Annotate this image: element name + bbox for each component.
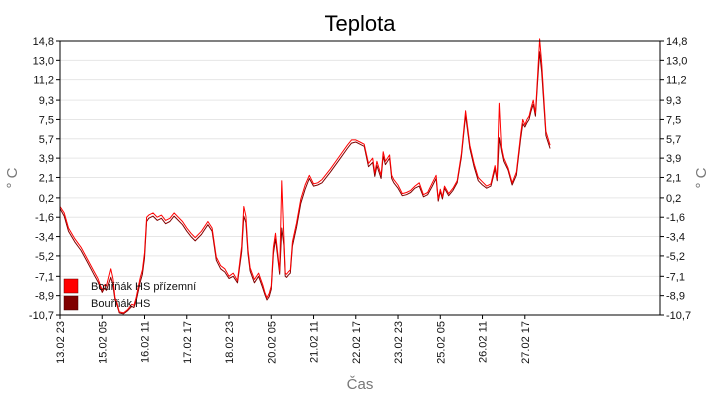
y-tick-label-left: -5,2 [35, 251, 54, 263]
y-tick-label-right: 11,2 [666, 75, 687, 87]
legend-swatch-series-2 [63, 295, 79, 311]
x-tick-label: 18.02 23 [224, 321, 236, 364]
y-tick-label-left: -7,1 [35, 271, 54, 283]
chart-title: Teplota [325, 11, 397, 36]
x-tick-label: 25.02 05 [435, 321, 447, 364]
x-tick-label: 15.02 05 [97, 321, 109, 364]
legend-swatch-series-1 [63, 278, 79, 294]
legend-label-series-1: Bouřňák HS přízemní [91, 281, 196, 293]
series-line-1 [59, 38, 551, 314]
y-tick-label-left: 5,7 [39, 134, 54, 146]
y-tick-label-right: 9,3 [666, 95, 681, 107]
series-lines [59, 38, 551, 315]
y-tick-label-right: 5,7 [666, 134, 681, 146]
x-tick-label: 26.02 11 [478, 321, 490, 363]
y-tick-label-left: 9,3 [39, 95, 54, 107]
y-axis-left-ticks: 14,8 13,0 11,2 9,3 7,5 5,7 3,9 2,1 0,2 -1,6 -3,4 -5… [29, 36, 60, 322]
x-axis-ticks: 13.02 23 15.02 05 16.02 11 17.02 17 18.02 23… [55, 315, 532, 364]
x-tick-label: 27.02 17 [520, 321, 532, 364]
y-tick-label-left: 13,0 [33, 55, 54, 67]
y-tick-label-right: -1,6 [666, 212, 685, 224]
x-tick-label: 23.02 23 [393, 321, 405, 364]
y-tick-label-right: 0,2 [666, 193, 681, 205]
y-axis-right-ticks: 14,8 13,0 11,2 9,3 7,5 5,7 3,9 2,1 0,2 -1,6 -3,4 -5… [660, 36, 691, 322]
y-tick-label-right: -3,4 [666, 232, 685, 244]
x-tick-label: 20.02 05 [266, 321, 278, 364]
y-tick-label-right: -7,1 [666, 271, 685, 283]
y-tick-label-right: 2,1 [666, 172, 681, 184]
legend: Bouřňák HS přízemní Bouřňák HS [63, 278, 196, 311]
y-tick-label-right: 7,5 [666, 114, 681, 126]
x-axis-title: Čas [347, 376, 374, 393]
y-tick-label-left: 11,2 [33, 75, 54, 87]
x-tick-label: 13.02 23 [55, 321, 67, 364]
y-tick-label-right: 14,8 [666, 36, 687, 48]
y-tick-label-left: 3,9 [39, 153, 54, 165]
y-tick-label-right: -5,2 [666, 251, 685, 263]
series-line-2 [59, 51, 551, 315]
y-tick-label-left: 2,1 [39, 172, 54, 184]
y-axis-title-left: ° C [4, 167, 21, 188]
legend-label-series-2: Bouřňák HS [91, 298, 150, 310]
x-tick-label: 16.02 11 [140, 321, 152, 363]
y-tick-label-left: -1,6 [35, 212, 54, 224]
y-tick-label-left: 7,5 [39, 114, 54, 126]
y-tick-label-right: -8,9 [666, 291, 685, 303]
x-tick-label: 17.02 17 [182, 321, 194, 364]
y-tick-label-left: -3,4 [35, 232, 54, 244]
y-tick-label-left: -10,7 [29, 310, 54, 322]
x-tick-label: 21.02 11 [309, 321, 321, 363]
y-tick-label-left: 0,2 [39, 193, 54, 205]
y-tick-label-right: -10,7 [666, 310, 691, 322]
plot-frame [59, 40, 661, 316]
y-tick-label-right: 13,0 [666, 55, 687, 67]
y-tick-label-right: 3,9 [666, 153, 681, 165]
x-tick-label: 22.02 17 [351, 321, 363, 364]
y-axis-title-right: ° C [693, 167, 710, 188]
y-tick-label-left: -8,9 [35, 291, 54, 303]
y-tick-label-left: 14,8 [33, 36, 54, 48]
